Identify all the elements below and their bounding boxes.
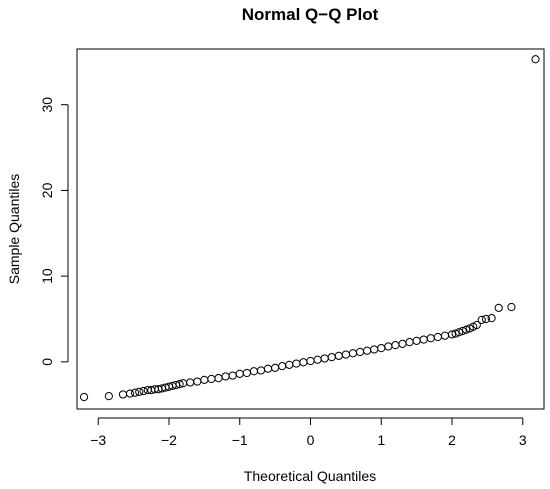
x-tick-label: −3 [90, 432, 106, 448]
data-point [249, 367, 258, 376]
data-point [426, 334, 435, 343]
x-axis: −3 −2 −1 0 1 2 3 [90, 417, 527, 448]
y-axis: 0 10 20 30 [39, 97, 69, 366]
chart-title: Normal Q−Q Plot [242, 5, 379, 24]
data-point [263, 364, 273, 373]
data-point [256, 366, 266, 375]
data-point [79, 392, 89, 402]
data-point [327, 353, 336, 362]
data-point [130, 388, 140, 397]
data-point [531, 55, 540, 64]
data-point [355, 347, 365, 357]
data-point [299, 358, 308, 367]
data-point [370, 345, 379, 354]
data-point [285, 360, 294, 369]
y-tick-label: 20 [39, 182, 55, 198]
data-point [278, 362, 287, 371]
data-point [412, 336, 421, 345]
data-point [462, 325, 471, 334]
data-point [334, 351, 343, 360]
data-point [320, 354, 329, 363]
data-point [477, 315, 486, 324]
y-tick-label: 30 [39, 97, 55, 113]
data-point [472, 320, 481, 330]
x-tick-label: −2 [161, 432, 177, 448]
plot-frame [76, 48, 545, 410]
data-point [186, 378, 195, 387]
data-point [363, 346, 372, 355]
data-point [507, 302, 516, 312]
data-point [391, 341, 400, 350]
data-point [377, 344, 386, 353]
data-point [221, 372, 230, 381]
x-tick-label: 0 [307, 432, 315, 448]
data-point [271, 363, 280, 372]
x-tick-label: 3 [519, 432, 527, 448]
data-point [135, 387, 144, 396]
data-point [214, 374, 223, 383]
data-points [79, 55, 540, 402]
data-point [405, 338, 414, 347]
data-point [228, 371, 237, 380]
data-point [433, 332, 442, 342]
data-point [207, 374, 216, 384]
y-axis-label: Sample Quantiles [6, 174, 22, 285]
data-point [200, 375, 209, 384]
data-point [341, 350, 350, 359]
data-point [440, 331, 450, 340]
data-point [494, 303, 503, 312]
data-point [193, 377, 202, 386]
data-point [398, 339, 407, 348]
x-tick-label: −1 [232, 432, 248, 448]
data-point [454, 328, 464, 337]
data-point [348, 349, 358, 358]
data-point [313, 355, 322, 364]
data-point [104, 392, 113, 401]
x-axis-label: Theoretical Quantiles [244, 468, 376, 484]
data-point [175, 380, 184, 389]
data-point [292, 359, 301, 368]
y-tick-label: 10 [39, 268, 55, 284]
data-point [384, 342, 393, 351]
x-tick-label: 2 [448, 432, 456, 448]
x-tick-label: 1 [377, 432, 385, 448]
data-point [125, 389, 135, 398]
data-point [451, 329, 460, 338]
data-point [487, 314, 496, 323]
data-point [419, 335, 428, 344]
data-point [139, 386, 148, 396]
data-point [458, 326, 467, 336]
data-point [235, 369, 244, 378]
data-point [118, 390, 128, 399]
y-tick-label: 0 [39, 358, 55, 366]
data-point [481, 314, 491, 324]
data-point [242, 368, 251, 378]
data-point [306, 356, 315, 366]
